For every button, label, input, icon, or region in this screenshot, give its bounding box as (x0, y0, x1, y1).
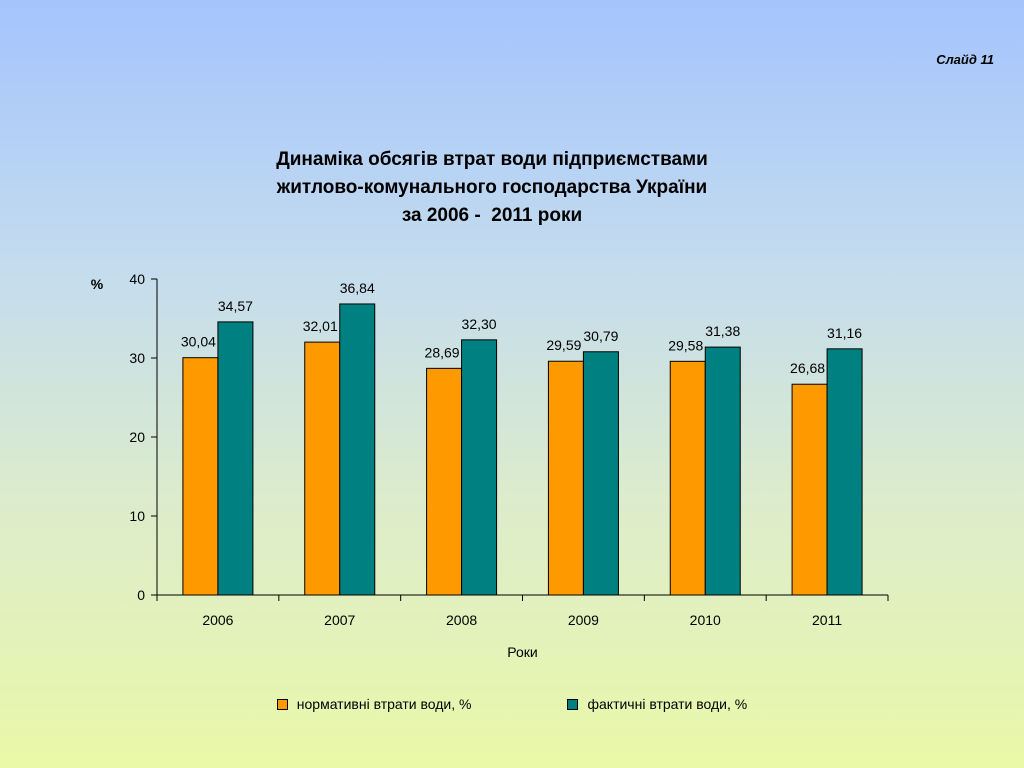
bar-actual (704, 346, 741, 596)
bar-actual (339, 303, 376, 596)
data-label-normative: 29,58 (668, 337, 703, 353)
legend-item-normative: нормативні втрати води, % (276, 696, 472, 712)
bar-normative (182, 357, 219, 596)
x-tick-label: 2009 (568, 612, 599, 628)
bar-normative (426, 367, 463, 596)
data-label-actual: 31,16 (827, 325, 862, 341)
x-axis-label: Роки (507, 644, 537, 660)
x-tick-label: 2006 (202, 612, 233, 628)
bar-actual (826, 348, 863, 596)
y-tick-label: 10 (129, 508, 145, 524)
legend-swatch-normative (276, 698, 288, 710)
bar-normative (669, 360, 706, 596)
legend-label-normative: нормативні втрати води, % (296, 696, 472, 712)
x-tick-label: 2007 (324, 612, 355, 628)
bar-actual (217, 321, 254, 596)
legend-item-actual: фактичні втрати води, % (567, 696, 747, 712)
data-label-actual: 30,79 (583, 328, 618, 344)
chart-title: Динаміка обсягів втрат води підприємства… (212, 146, 772, 230)
slide-number-label: Слайд 11 (936, 52, 994, 67)
data-label-normative: 29,59 (546, 337, 581, 353)
x-tick-label: 2011 (812, 612, 842, 628)
data-label-normative: 30,04 (181, 334, 216, 350)
x-tick-label: 2008 (446, 612, 477, 628)
data-label-normative: 32,01 (303, 318, 338, 334)
legend-label-actual: фактичні втрати води, % (587, 696, 748, 712)
y-tick-label: 30 (129, 350, 145, 366)
data-label-actual: 36,84 (340, 280, 375, 296)
x-tick-label: 2010 (690, 612, 721, 628)
bar-actual (461, 339, 498, 596)
data-label-actual: 32,30 (462, 316, 497, 332)
chart-legend: нормативні втрати води, % фактичні втрат… (0, 696, 1024, 712)
data-label-actual: 34,57 (218, 298, 253, 314)
bar-actual (582, 351, 619, 596)
chart-title-line-2: житлово-комунального господарства Україн… (276, 177, 708, 198)
bar-normative (304, 341, 341, 596)
bar-normative (791, 383, 828, 596)
legend-swatch-actual (567, 698, 579, 710)
chart-title-line-3: за 2006 - 2011 роки (401, 205, 583, 226)
data-label-actual: 31,38 (705, 323, 740, 339)
y-tick-label: 20 (129, 429, 145, 445)
y-tick-label: 40 (129, 271, 145, 287)
data-label-normative: 28,69 (425, 344, 460, 360)
data-label-normative: 26,68 (790, 360, 825, 376)
y-tick-label: 0 (137, 587, 145, 603)
y-axis-label: % (91, 276, 104, 292)
bar-normative (547, 360, 584, 596)
chart-title-line-1: Динаміка обсягів втрат води підприємства… (276, 149, 708, 170)
